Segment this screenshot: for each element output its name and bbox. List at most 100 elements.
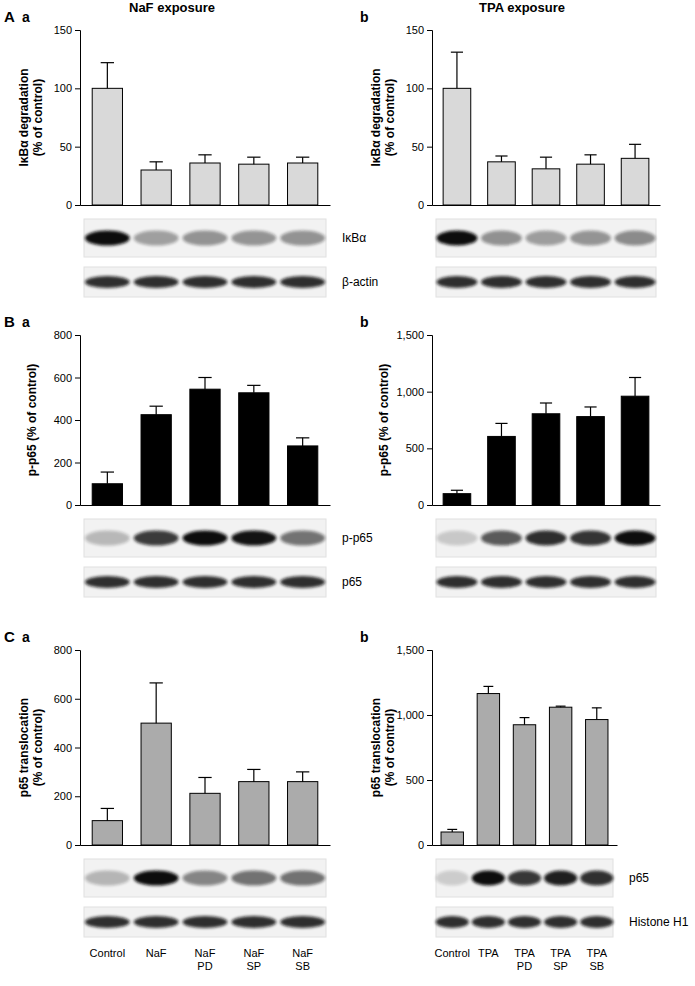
blot-band (615, 576, 656, 588)
error-stem (524, 718, 525, 725)
bar (577, 164, 605, 205)
y-tick-label: 600 (54, 693, 72, 705)
y-tick: 200 (54, 457, 80, 469)
blot-band (134, 576, 179, 588)
error-stem (156, 406, 157, 415)
y-tick-mark (75, 147, 80, 148)
error-bar (447, 829, 457, 832)
blot-band (231, 916, 276, 928)
blot (84, 519, 326, 597)
y-axis-title: IκBα degradation(% of control) (369, 68, 397, 166)
y-axis-title: p-p65 (% of control) (25, 364, 39, 477)
y-tick-label: 1,500 (396, 329, 424, 341)
error-bar (556, 706, 566, 707)
y-tick-label: 150 (54, 24, 72, 36)
blot-band (570, 576, 611, 588)
subpanel-letter: b (360, 9, 369, 25)
error-stem (501, 423, 502, 436)
error-cap (540, 402, 552, 403)
y-axis-title-line: (% of control) (31, 79, 45, 156)
y-axis-line (75, 31, 81, 206)
category-label: TPASB (586, 947, 607, 972)
blot-strip (436, 907, 613, 937)
error-cap (198, 777, 211, 778)
plot-marks (443, 52, 649, 205)
blot-band (472, 916, 505, 928)
error-bar (296, 438, 309, 446)
blot-strip (84, 567, 326, 597)
y-tick: 50 (412, 141, 432, 153)
y-tick-label: 0 (66, 499, 72, 511)
plot-marks (443, 378, 649, 506)
error-cap (447, 829, 457, 830)
y-axis-title-line: p-p65 (% of control) (377, 364, 391, 477)
bar (92, 88, 122, 205)
subpanel-letter: b (360, 629, 369, 645)
bar (141, 415, 171, 505)
error-stem (204, 155, 205, 163)
y-axis-line (427, 31, 433, 206)
blot-label: β-actin (342, 275, 378, 289)
blot-band (526, 576, 567, 588)
y-tick: 1,500 (396, 644, 432, 656)
y-tick-label: 100 (406, 82, 424, 94)
category-label: NaFPD (195, 947, 216, 972)
column-title: NaF exposure (129, 0, 215, 15)
panel-letter: C (4, 628, 15, 645)
blot-band (544, 870, 577, 885)
y-axis-title-line: (% of control) (383, 709, 397, 786)
error-cap (495, 155, 507, 156)
blot-band (481, 276, 522, 288)
error-bar (101, 472, 114, 484)
y-tick-label: 0 (66, 199, 72, 211)
y-tick: 800 (54, 329, 80, 341)
error-cap (629, 144, 641, 145)
blot-band (134, 916, 179, 928)
error-stem (590, 407, 591, 417)
error-cap (150, 682, 163, 683)
y-tick-mark (75, 748, 80, 749)
bar (513, 725, 535, 845)
error-stem (634, 144, 635, 158)
y-tick: 400 (54, 742, 80, 754)
error-stem (253, 157, 254, 164)
y-tick-mark (427, 88, 432, 89)
error-stem (590, 155, 591, 164)
y-tick-label: 1,000 (396, 709, 424, 721)
error-stem (634, 378, 635, 397)
blot-band (85, 916, 130, 928)
y-tick: 1,500 (396, 329, 432, 341)
subpanel-letter: a (22, 629, 30, 645)
y-tick-label: 500 (406, 774, 424, 786)
y-tick: 100 (54, 82, 80, 94)
error-cap (150, 406, 163, 407)
blot-band (544, 916, 577, 928)
bar (621, 396, 649, 505)
bar (190, 163, 220, 205)
category-label: TPA (478, 947, 499, 959)
blot-band (436, 870, 469, 885)
bar (621, 158, 649, 205)
error-bar (592, 708, 602, 720)
y-tick-mark (75, 463, 80, 464)
y-tick: 1,000 (396, 709, 432, 721)
y-tick-mark (427, 205, 432, 206)
error-bar (520, 718, 530, 725)
category-label: NaF (146, 947, 167, 959)
y-axis-title-line: (% of control) (31, 709, 45, 786)
y-tick-mark (427, 392, 432, 393)
y-tick-mark (427, 147, 432, 148)
blot-band (615, 230, 656, 245)
blot-band (508, 870, 541, 885)
panel: TPA exposureb050100150IκBα degradation(%… (360, 0, 661, 297)
y-tick: 0 (418, 839, 432, 851)
error-bar (198, 777, 211, 793)
error-cap (451, 52, 463, 53)
bar (441, 832, 463, 845)
y-tick-mark (427, 845, 432, 846)
error-bar (540, 403, 552, 414)
blot-band (436, 230, 477, 245)
blot-band (526, 276, 567, 288)
error-cap (296, 771, 309, 772)
y-tick-label: 200 (54, 457, 72, 469)
